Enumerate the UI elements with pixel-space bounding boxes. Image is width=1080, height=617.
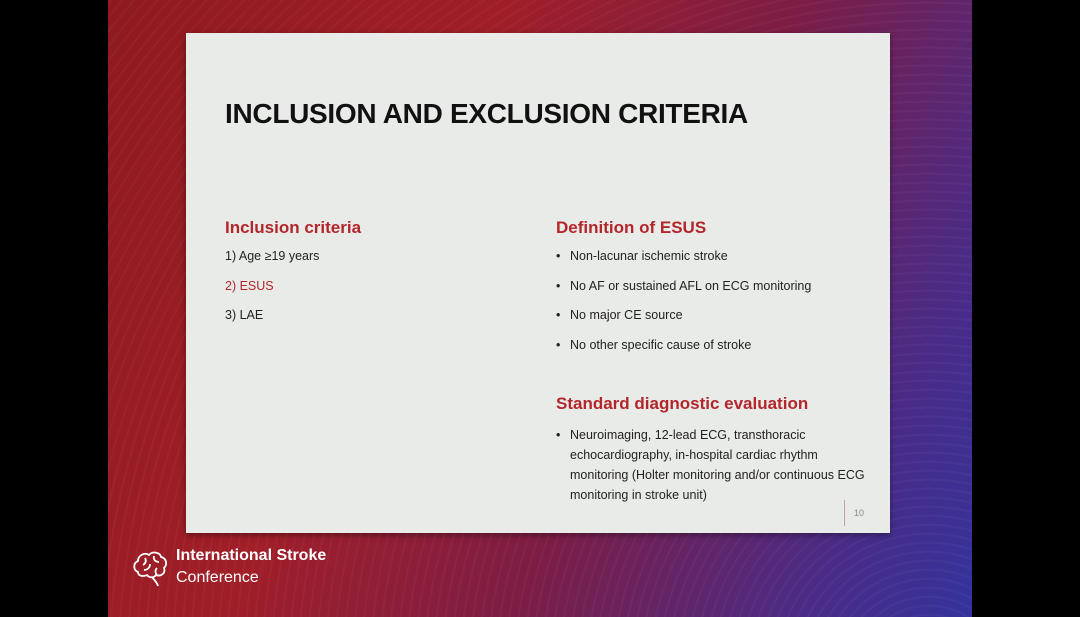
esus-heading: Definition of ESUS [556,218,707,237]
inclusion-item: 3) LAE [225,308,264,322]
logo-line1: International Stroke [176,547,327,564]
inclusion-heading: Inclusion criteria [225,218,362,237]
logo-line2: Conference [176,569,259,586]
page-divider [844,500,845,526]
brain-icon [133,551,168,587]
inclusion-item: 2) ESUS [225,279,274,293]
evaluation-item: Neuroimaging, 12-lead ECG, transthoracic… [556,425,870,505]
esus-item: No AF or sustained AFL on ECG monitoring [556,276,811,296]
page-number: 10 [854,508,865,518]
esus-item: No other specific cause of stroke [556,335,751,355]
conference-logo: International Stroke Conference [130,545,326,589]
inclusion-item: 1) Age ≥19 years [225,249,320,263]
slide: INCLUSION AND EXCLUSION CRITERIA Inclusi… [186,33,890,533]
esus-item: No major CE source [556,305,683,325]
evaluation-heading: Standard diagnostic evaluation [556,394,809,413]
slide-title: INCLUSION AND EXCLUSION CRITERIA [225,98,748,129]
esus-item: Non-lacunar ischemic stroke [556,246,728,266]
